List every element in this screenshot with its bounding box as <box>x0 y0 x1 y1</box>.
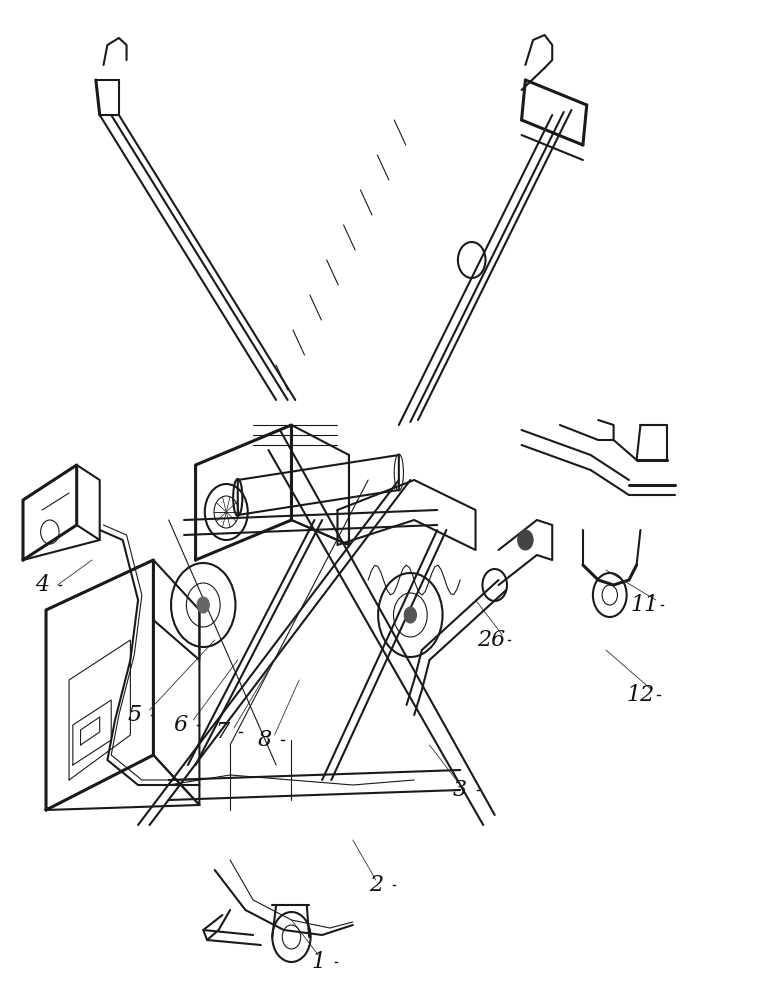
Circle shape <box>197 597 209 613</box>
Text: 6: 6 <box>173 714 187 736</box>
Text: 2: 2 <box>369 874 383 896</box>
Text: 1: 1 <box>311 951 325 973</box>
Text: 7: 7 <box>216 721 229 743</box>
Circle shape <box>518 530 533 550</box>
Text: 8: 8 <box>258 729 272 751</box>
Text: 26: 26 <box>477 629 505 651</box>
Text: 11: 11 <box>630 594 658 616</box>
Circle shape <box>404 607 416 623</box>
Text: 5: 5 <box>127 704 141 726</box>
Text: 3: 3 <box>453 779 467 801</box>
Text: 4: 4 <box>35 574 49 596</box>
Text: 12: 12 <box>627 684 654 706</box>
